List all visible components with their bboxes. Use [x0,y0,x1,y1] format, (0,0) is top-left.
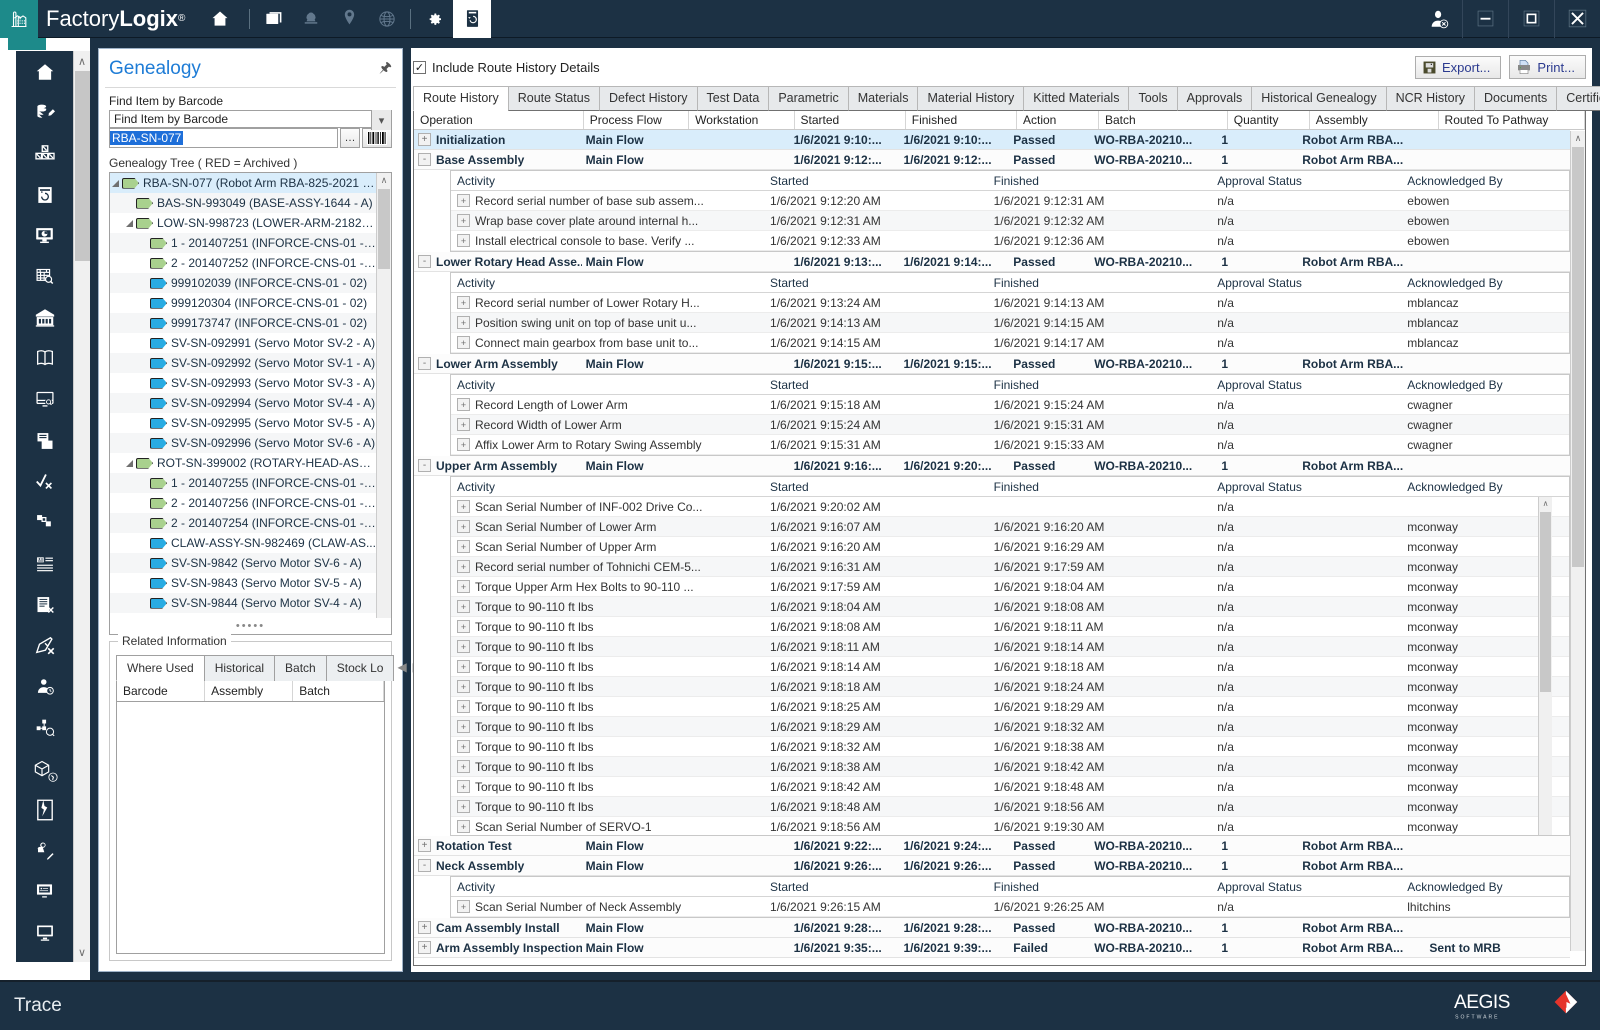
svg-text:SOFTWARE: SOFTWARE [1455,1014,1499,1020]
svg-text:AEGIS: AEGIS [1454,992,1510,1013]
